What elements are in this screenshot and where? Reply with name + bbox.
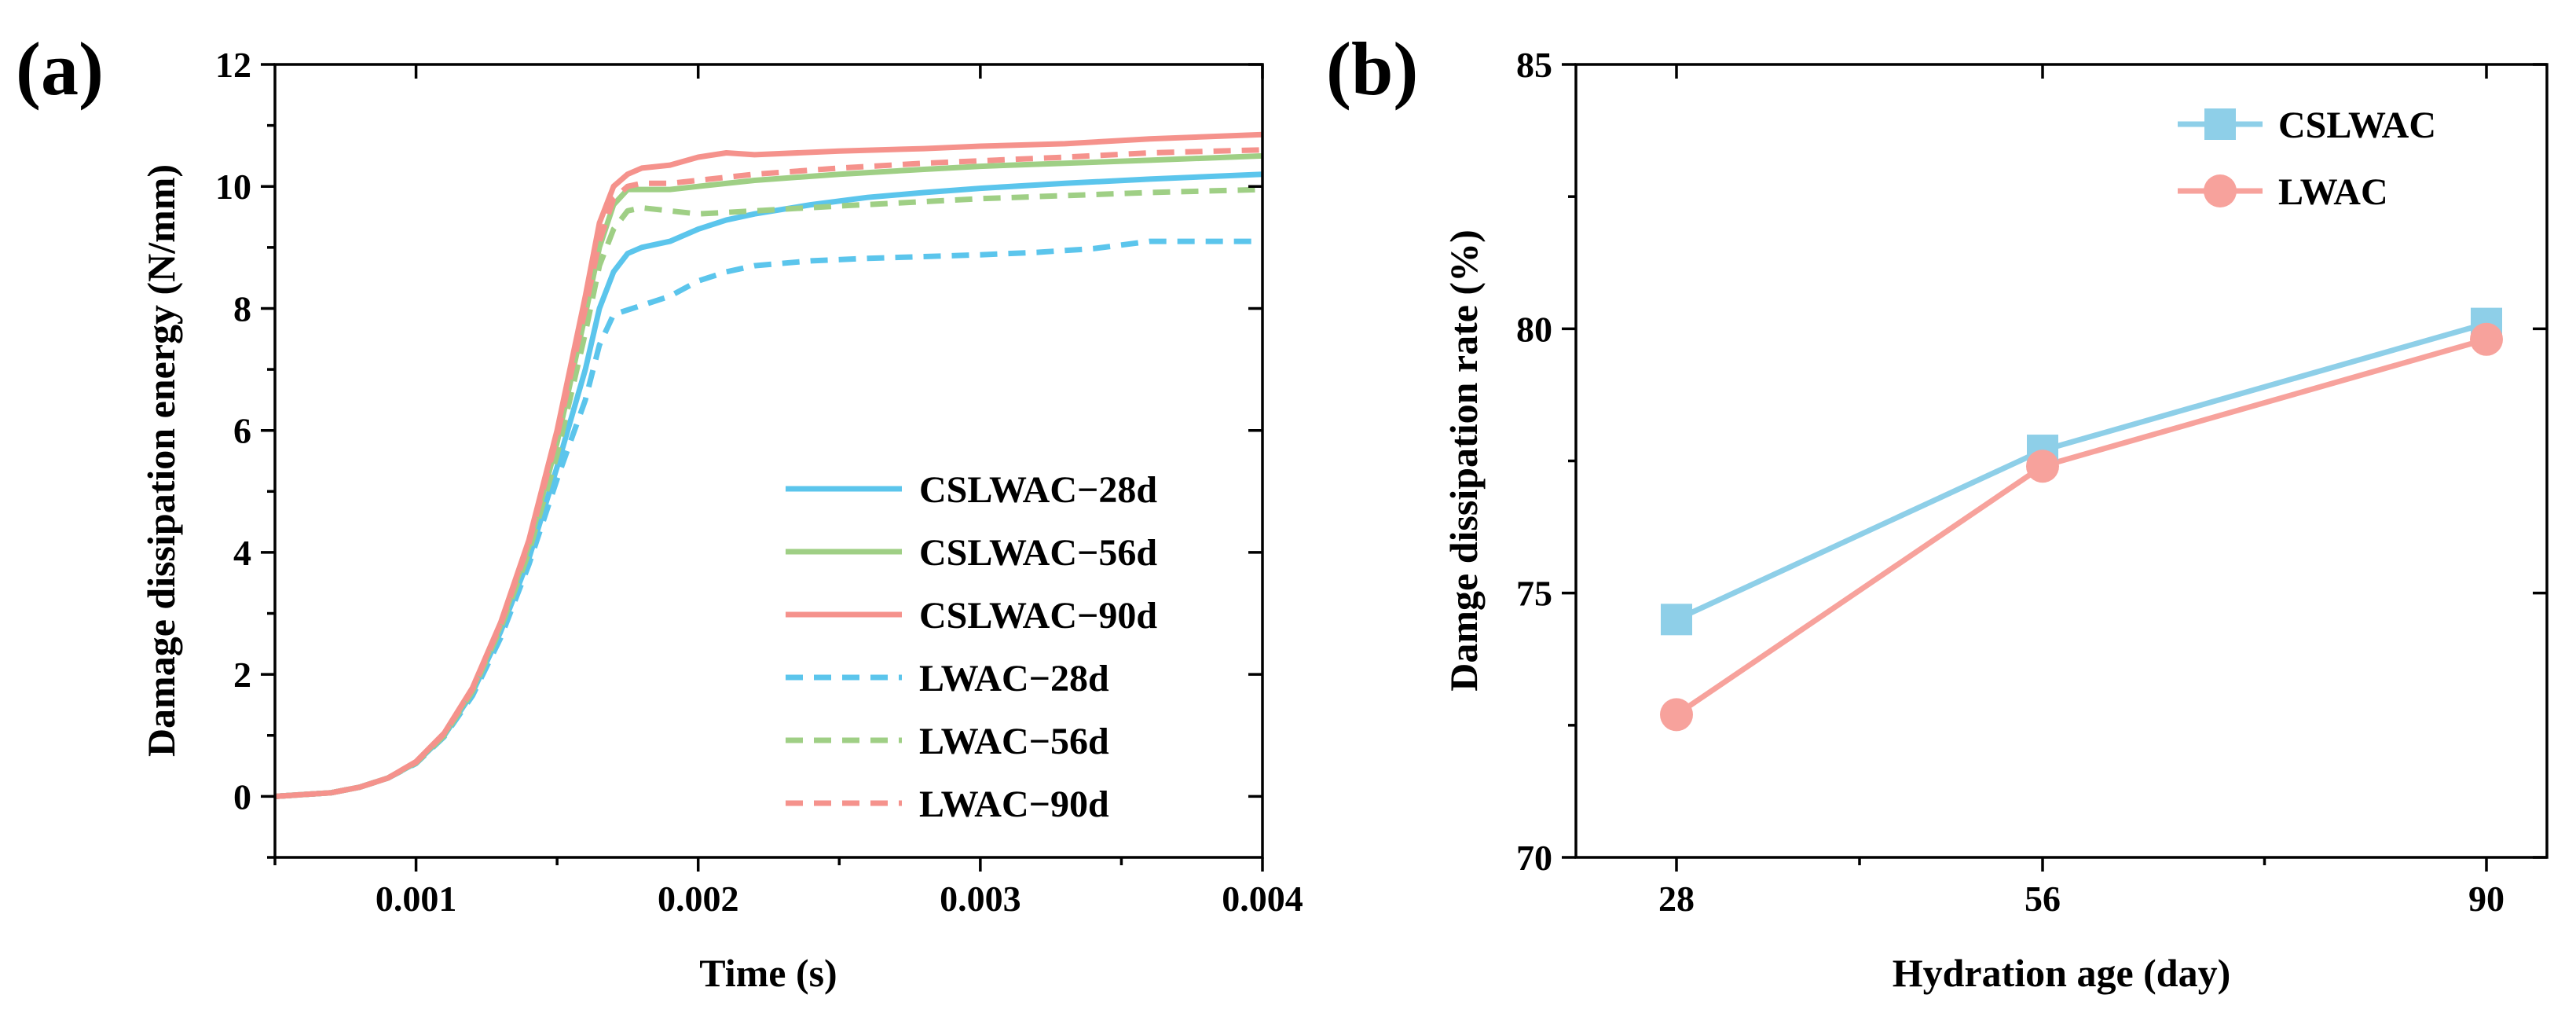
panel-label-a: (a) xyxy=(16,27,104,111)
legend-label-6: LWAC−90d xyxy=(919,784,1109,825)
x-axis-title-b: Hydration age (day) xyxy=(1893,951,2231,995)
y-tick-label-a: 4 xyxy=(233,533,251,573)
x-axis-title-a: Time (s) xyxy=(699,951,837,995)
plot-frame-a xyxy=(273,63,1264,859)
y-tick-label-a: 0 xyxy=(233,776,251,817)
x-tick-label-b: 90 xyxy=(2468,879,2505,919)
legend-label-2: CSLWAC−56d xyxy=(919,532,1157,574)
legend-label-5: LWAC−56d xyxy=(919,721,1109,762)
data-point-circle xyxy=(1660,698,1693,732)
legend-circle-marker xyxy=(2204,174,2237,207)
y-tick-label-b: 75 xyxy=(1516,574,1552,614)
data-point-square xyxy=(1661,604,1692,636)
panel-label-b: (b) xyxy=(1326,27,1418,111)
series-line-6 xyxy=(274,147,1263,799)
y-tick-label-b: 85 xyxy=(1516,45,1552,85)
y-axis-title-b: Damge dissipation rate (%) xyxy=(1442,229,1486,691)
x-tick-label-a: 0.003 xyxy=(940,879,1021,919)
legend-label-b-2: LWAC xyxy=(2278,171,2388,213)
data-point-circle xyxy=(2470,322,2503,356)
y-axis-title-a: Damage dissipation energy (N/mm) xyxy=(139,164,183,757)
data-point-circle xyxy=(2026,450,2059,483)
y-tick-label-a: 12 xyxy=(215,45,251,85)
legend-a: CSLWAC−28d CSLWAC−56d CSLWAC−90d LWAC−28d LW… xyxy=(786,469,1157,825)
y-tick-label-b: 80 xyxy=(1516,309,1552,349)
x-tick-label-b: 56 xyxy=(2025,879,2061,919)
legend-label-b-1: CSLWAC xyxy=(2278,105,2436,146)
y-tick-label-a: 2 xyxy=(233,655,251,695)
y-tick-label-a: 6 xyxy=(233,411,251,451)
y-tick-label-a: 10 xyxy=(215,167,251,207)
x-tick-label-a: 0.002 xyxy=(658,879,739,919)
legend-label-3: CSLWAC−90d xyxy=(919,595,1157,637)
x-tick-label-a: 0.004 xyxy=(1222,879,1303,919)
x-tick-label-a: 0.001 xyxy=(376,879,457,919)
legend-b: CSLWAC LWAC xyxy=(2178,105,2436,213)
y-tick-label-a: 8 xyxy=(233,288,251,328)
x-tick-label-b: 28 xyxy=(1658,879,1695,919)
legend-label-4: LWAC−28d xyxy=(919,658,1109,699)
legend-label-1: CSLWAC−28d xyxy=(919,469,1157,511)
chart-a: (a) 0.001 0.002 0.003 0.004 0 2 4 6 8 10 12 Time … xyxy=(16,27,1303,995)
y-tick-label-b: 70 xyxy=(1516,838,1552,878)
legend-square-marker xyxy=(2204,108,2236,140)
